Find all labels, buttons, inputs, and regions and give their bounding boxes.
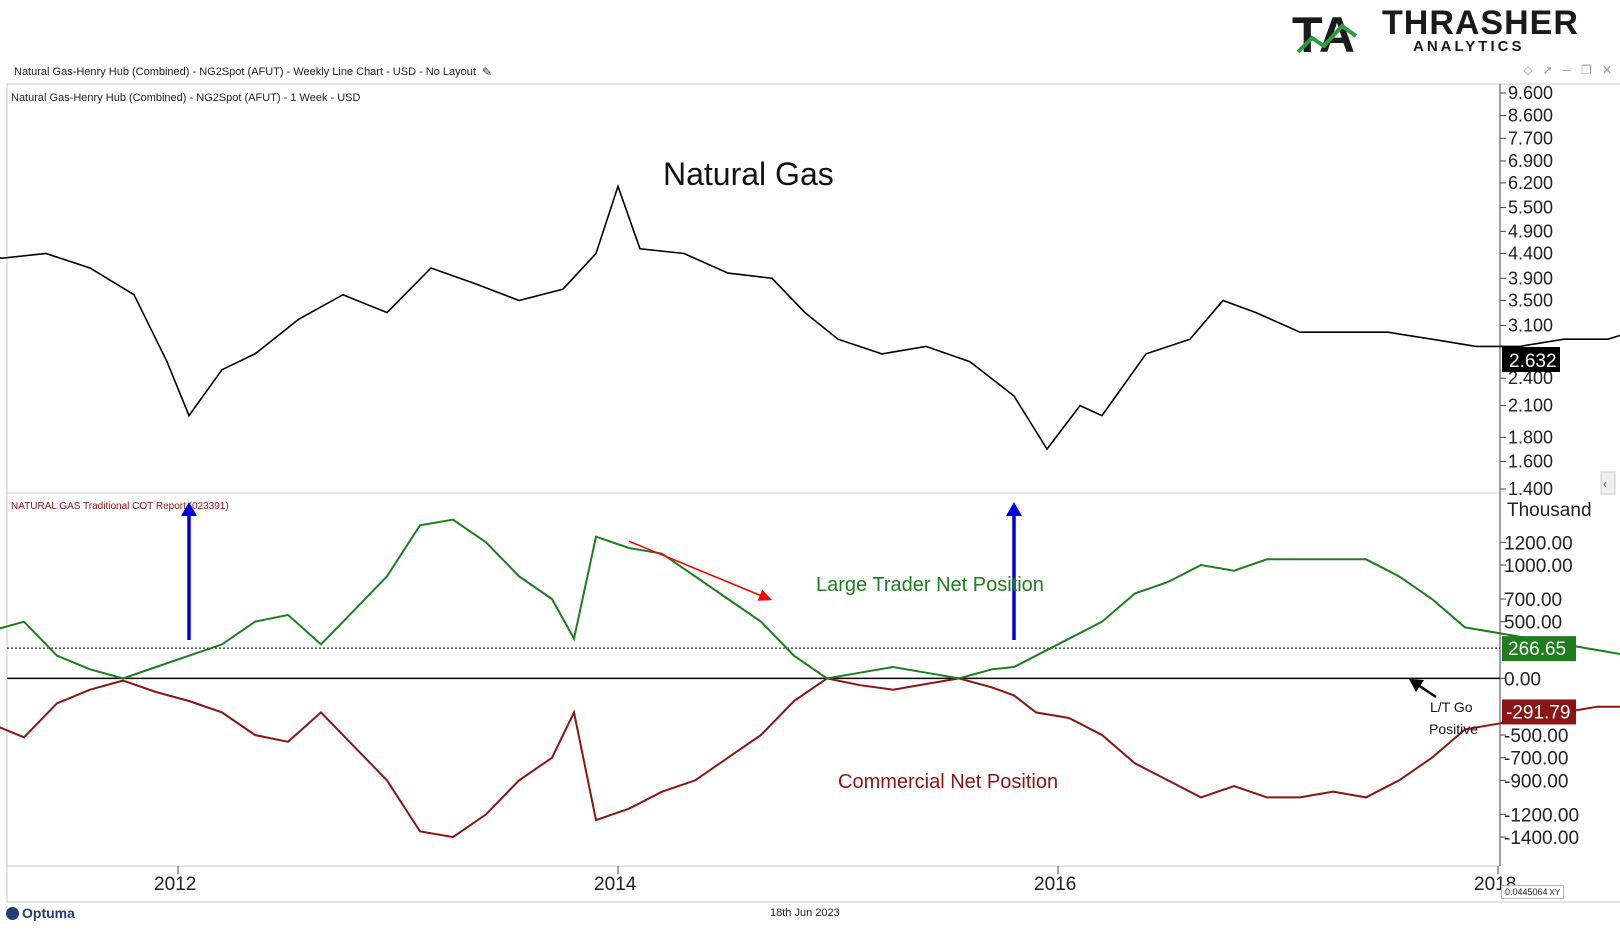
price-y-tick-label: 3.900: [1508, 268, 1553, 288]
red-arrow-head: [757, 589, 772, 601]
lt-go-annotation: L/T Go: [1430, 699, 1473, 715]
price-y-tick-label: 7.700: [1508, 128, 1553, 148]
price-y-tick-label: 3.100: [1508, 315, 1553, 335]
blue-arrow-head: [181, 502, 197, 516]
cot-y-tick-label: 500.00: [1504, 613, 1562, 634]
window-controls: ◇ ➚ ─ ❐ ✕: [1523, 63, 1612, 77]
cot-y-tick-label: 1000.00: [1504, 556, 1573, 577]
commercial-line: [0, 677, 1620, 839]
optuma-icon: [6, 906, 19, 920]
red-arrow-shaft: [628, 540, 761, 596]
price-chart-title: Natural Gas: [663, 156, 834, 192]
commercial-annotation: Commercial Net Position: [838, 771, 1058, 793]
scale-readout[interactable]: 0.0445064 XY: [1501, 885, 1565, 899]
cot-y-tick-label: -1400.00: [1504, 828, 1579, 849]
chart-description: Natural Gas-Henry Hub (Combined) - NG2Sp…: [14, 66, 476, 78]
blue-arrow-head: [1006, 502, 1022, 516]
black-arrow-shaft: [1417, 683, 1437, 699]
cot-y-tick-label: -900.00: [1504, 771, 1568, 792]
cot-y-tick-label: -500.00: [1504, 726, 1568, 747]
scale-mode: XY: [1549, 888, 1561, 897]
restore-icon[interactable]: ❐: [1581, 63, 1592, 77]
price-y-tick-label: 4.400: [1508, 243, 1553, 263]
price-y-tick-label: 4.900: [1508, 221, 1553, 241]
x-axis: 20122014201620182020202220: [154, 866, 1516, 895]
minimize-icon[interactable]: ─: [1562, 63, 1572, 77]
footer-date: 18th Jun 2023: [770, 907, 840, 919]
cot-y-tick-label: 0.00: [1504, 669, 1541, 690]
commercial-last-value: -291.79: [1506, 702, 1570, 723]
pencil-icon[interactable]: ✎: [481, 65, 493, 79]
price-y-tick-label: 5.500: [1508, 198, 1553, 218]
collapse-tab[interactable]: [1600, 471, 1616, 495]
large-trader-line: [0, 518, 1620, 680]
scale-value: 0.0445064: [1505, 887, 1548, 897]
large-trader-last-value: 266.65: [1508, 639, 1566, 660]
price-pane-label: Natural Gas-Henry Hub (Combined) - NG2Sp…: [11, 92, 360, 104]
price-y-tick-label: 3.500: [1508, 291, 1553, 311]
logo-subtitle: ANALYTICS: [1413, 38, 1525, 55]
chart-header: Natural Gas-Henry Hub (Combined) - NG2Sp…: [14, 64, 492, 80]
commercial-last-badge: [1502, 699, 1576, 725]
cot-y-tick-label: 700.00: [1504, 590, 1562, 611]
annotation-arrows: [181, 502, 1437, 699]
price-y-tick-label: 2.100: [1508, 396, 1553, 416]
optuma-brand: Optuma: [22, 905, 75, 921]
x-tick-label: 2012: [154, 874, 196, 895]
logo-mark: TA: [1292, 8, 1358, 58]
price-y-tick-label: 1.400: [1508, 479, 1553, 499]
x-tick-label: 2016: [1034, 874, 1076, 895]
price-last-badge: [1502, 347, 1560, 372]
price-line: [0, 183, 1620, 451]
x-tick-label: 2014: [594, 874, 637, 895]
chevron-left-icon: ‹: [1603, 477, 1607, 491]
price-y-tick-label: 1.800: [1508, 427, 1553, 447]
large-trader-annotation: Large Trader Net Position: [816, 574, 1044, 596]
close-icon[interactable]: ✕: [1601, 63, 1612, 77]
price-last-value: 2.632: [1509, 351, 1557, 372]
diamond-icon[interactable]: ◇: [1523, 63, 1533, 77]
optuma-logo: Optuma: [6, 905, 75, 921]
cot-y-tick-label: -1200.00: [1504, 805, 1579, 826]
large-trader-last-badge: [1502, 636, 1576, 662]
positive-annotation: Positive: [1429, 721, 1478, 737]
cot-unit-label: Thousand: [1507, 500, 1592, 521]
price-y-tick-label: 1.600: [1508, 452, 1553, 472]
price-y-tick-label: 9.600: [1508, 83, 1553, 103]
cot-pane-label: NATURAL GAS Traditional COT Report (0233…: [11, 501, 229, 512]
price-y-tick-label: 6.200: [1508, 173, 1553, 193]
price-y-tick-label: 6.900: [1508, 151, 1553, 171]
pin-icon[interactable]: ➚: [1542, 63, 1553, 77]
price-y-tick-label: 2.400: [1508, 368, 1553, 388]
logo-title: THRASHER: [1382, 4, 1579, 42]
cot-y-tick-label: 1200.00: [1504, 533, 1573, 554]
price-y-tick-label: 8.600: [1508, 106, 1553, 126]
black-arrow-head: [1409, 679, 1424, 692]
cot-y-tick-label: -700.00: [1504, 749, 1568, 770]
